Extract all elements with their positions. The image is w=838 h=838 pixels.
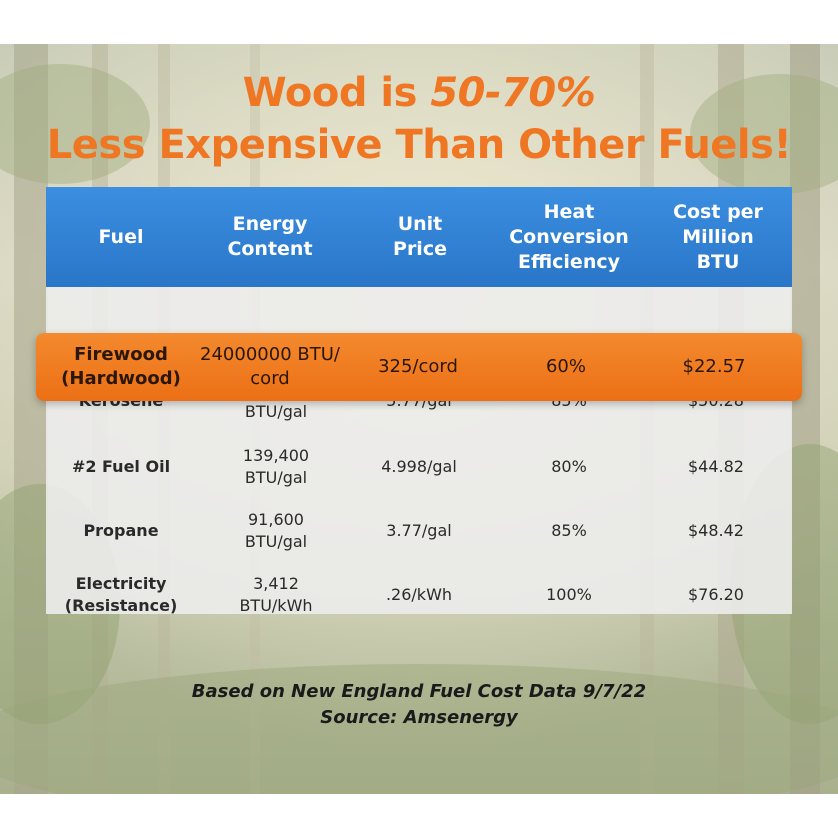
efficiency-cell: 60% xyxy=(545,356,586,377)
table-header: Fuel Energy Content Unit Price Heat Conv… xyxy=(46,187,792,287)
header-unit-price: Unit Price xyxy=(393,213,447,260)
fuel-cell: Electricity (Resistance) xyxy=(64,574,178,615)
footer-note: Based on New England Fuel Cost Data 9/7/… xyxy=(191,681,647,702)
table-row: #2 Fuel Oil 139,400 BTU/gal 4.998/gal 80… xyxy=(46,435,792,499)
fuel-cell: #2 Fuel Oil xyxy=(71,457,171,476)
energy-cell: 24000000 BTU/ cord xyxy=(200,344,340,389)
header-efficiency: Heat Conversion Efficiency xyxy=(509,200,629,273)
footer-source: Source: Amsenergy xyxy=(320,707,518,728)
efficiency-cell: 100% xyxy=(546,585,592,604)
header-fuel: Fuel xyxy=(98,225,144,248)
featured-row-firewood: Firewood (Hardwood) 24000000 BTU/ cord 3… xyxy=(36,333,802,401)
price-cell: 325/cord xyxy=(378,356,458,377)
price-cell: 3.77/gal xyxy=(386,521,452,540)
price-cell: 4.998/gal xyxy=(381,457,457,476)
fuel-cell: Propane xyxy=(83,521,159,540)
energy-cell: 139,400 BTU/gal xyxy=(242,446,310,487)
table-row: Propane 91,600 BTU/gal 3.77/gal 85% $48.… xyxy=(46,499,792,563)
headline-line-2: Less Expensive Than Other Fuels! xyxy=(46,122,792,168)
headline-line-1: Wood is 50-70% xyxy=(0,70,838,116)
header-cost: Cost per Million BTU xyxy=(673,200,763,273)
energy-cell: 91,600 BTU/gal xyxy=(244,510,308,551)
energy-cell: 3,412 BTU/kWh xyxy=(239,574,313,615)
price-cell: .26/kWh xyxy=(385,585,453,604)
cost-cell: $76.20 xyxy=(688,585,744,604)
efficiency-cell: 85% xyxy=(551,521,587,540)
headline-percentage: 50-70% xyxy=(430,70,596,116)
cost-cell: $48.42 xyxy=(688,521,744,540)
header-energy-content: Energy Content xyxy=(227,213,313,260)
fuel-cell: Firewood (Hardwood) xyxy=(61,344,181,389)
headline-prefix: Wood is xyxy=(242,70,431,116)
efficiency-cell: 80% xyxy=(551,457,587,476)
table-row: Electricity (Resistance) 3,412 BTU/kWh .… xyxy=(46,563,792,627)
cost-cell: $44.82 xyxy=(688,457,744,476)
cost-cell: $22.57 xyxy=(682,356,746,377)
